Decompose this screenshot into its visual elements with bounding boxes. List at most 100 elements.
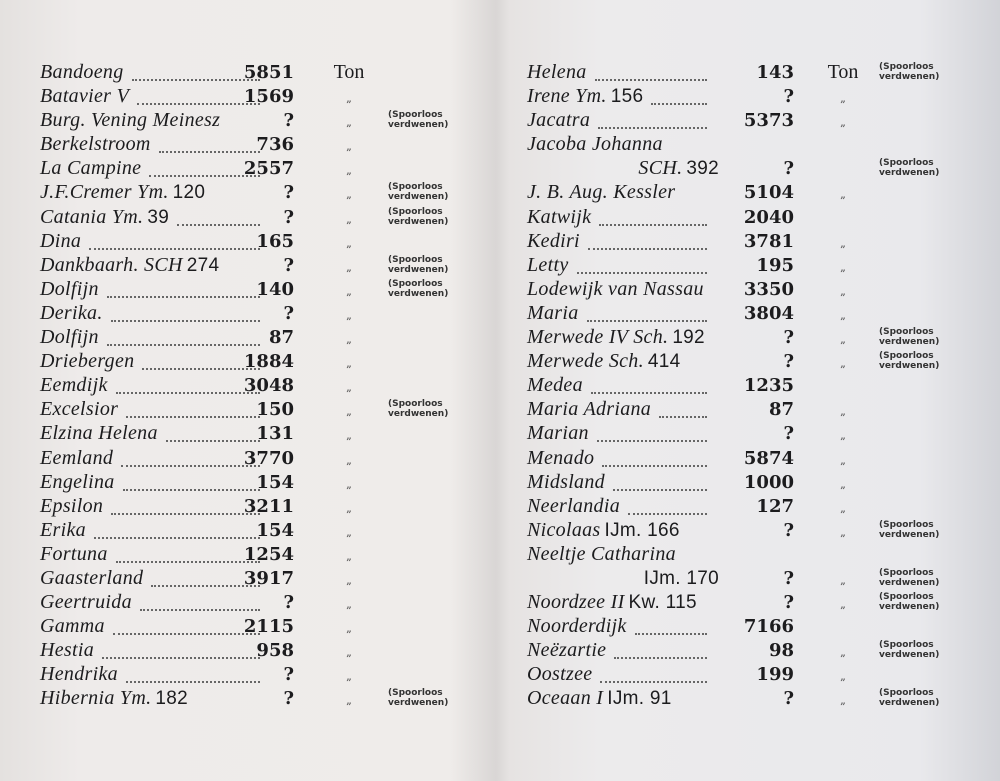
tonnage: ? xyxy=(283,254,294,276)
unit-mark: Ton xyxy=(333,61,365,83)
ship-entry-row: Medea 1235 xyxy=(527,373,967,397)
ship-name: Eemdijk xyxy=(40,373,108,397)
unit-mark: „ xyxy=(840,573,846,587)
unit-mark: „ xyxy=(346,357,352,371)
tonnage: 195 xyxy=(756,254,794,276)
tonnage: 140 xyxy=(256,278,294,300)
tonnage: 87 xyxy=(268,327,294,349)
ship-entry-row: Dolfijn 140 „ (Spoorloos verdwenen) xyxy=(40,277,480,301)
tonnage: 150 xyxy=(256,399,294,421)
ship-name-text: Jacoba Johanna xyxy=(527,133,663,156)
ship-name: Merwede Sch. 414 xyxy=(527,349,681,374)
ship-name-text: Nicolaas xyxy=(527,518,601,541)
status-note: (Spoorloos verdwenen) xyxy=(388,254,449,275)
ship-name-text: Gaasterland xyxy=(40,566,144,589)
ship-entry-row: Midsland 1000 „ xyxy=(527,470,967,494)
ship-entry-row: Eemland 3770 „ xyxy=(40,446,480,470)
ship-name: Jacoba Johanna xyxy=(527,132,663,156)
tonnage: 3917 xyxy=(243,567,294,589)
tonnage: ? xyxy=(783,423,794,445)
ship-name: Oceaan I IJm. 91 xyxy=(527,686,672,711)
ship-name: Letty xyxy=(527,253,569,277)
unit-mark: „ xyxy=(346,646,352,660)
tonnage: 5104 xyxy=(743,182,794,204)
ship-name-text: Letty xyxy=(527,253,569,276)
ship-entry-row-continuation: IJm. 170? „ (Spoorloos verdwenen) xyxy=(527,566,967,590)
ship-entry-row: Fortuna 1254 „ xyxy=(40,542,480,566)
ship-entry-row: Gaasterland 3917 „ xyxy=(40,566,480,590)
dot-leader xyxy=(116,557,260,563)
tonnage: 7166 xyxy=(743,616,794,638)
ship-name: Marian xyxy=(527,421,589,445)
dot-leader xyxy=(89,244,260,250)
unit-mark: „ xyxy=(840,284,846,298)
dot-leader xyxy=(113,629,260,636)
unit-mark: „ xyxy=(840,429,846,443)
ship-name-text: Noorderdijk xyxy=(527,615,627,638)
ship-entry-row: Driebergen 1884 „ xyxy=(40,349,480,373)
dot-leader xyxy=(597,436,707,443)
registration-number: IJm. 166 xyxy=(604,519,680,541)
ship-name: Neerlandia xyxy=(527,494,620,518)
ship-name: Geertruida xyxy=(40,590,132,614)
tonnage: 131 xyxy=(256,423,294,445)
ship-name: Kediri xyxy=(527,229,580,253)
registration-number: 39 xyxy=(147,206,170,228)
status-note: (Spoorloos verdwenen) xyxy=(388,182,449,203)
ship-name: Menado xyxy=(527,446,594,470)
dot-leader xyxy=(116,388,260,395)
ship-name: Burg. Vening Meinesz xyxy=(40,108,220,132)
ship-name-text: Hibernia Ym. xyxy=(40,687,152,710)
dot-leader xyxy=(121,461,260,467)
ship-name-text: Excelsior xyxy=(40,398,119,421)
registration-number: 156 xyxy=(610,86,644,108)
unit-mark: „ xyxy=(346,188,352,202)
unit-mark: „ xyxy=(346,549,352,563)
unit-mark: „ xyxy=(840,236,846,250)
ship-name-text: Katwijk xyxy=(527,205,592,228)
tonnage: 3781 xyxy=(743,230,794,252)
dot-leader xyxy=(140,605,260,612)
ship-entry-row: Bandoeng 5851 Ton xyxy=(40,60,480,84)
ship-name: Catania Ym. 39 xyxy=(40,205,169,230)
ship-name: Driebergen xyxy=(40,349,134,373)
ship-name-text: Fortuna xyxy=(40,542,108,565)
dot-leader xyxy=(628,509,707,515)
ship-entry-row: Burg. Vening Meinesz? „ (Spoorloos verdwen… xyxy=(40,108,480,132)
tonnage: ? xyxy=(283,592,294,614)
ship-name: Midsland xyxy=(527,470,605,494)
unit-mark: „ xyxy=(346,501,352,515)
ship-name: J.F.Cremer Ym. 120 xyxy=(40,180,205,205)
ship-entry-row: Oceaan I IJm. 91? „ (Spoorloos verdwenen) xyxy=(527,686,967,710)
unit-mark: „ xyxy=(346,525,352,539)
tonnage: 165 xyxy=(256,230,294,252)
ship-entry-row: Hestia 958 „ xyxy=(40,638,480,662)
tonnage: 736 xyxy=(256,134,294,156)
unit-mark: „ xyxy=(346,116,352,130)
registration-number: Kw. 115 xyxy=(628,592,697,614)
registration-number: 192 xyxy=(672,327,705,349)
unit-mark: „ xyxy=(346,622,352,636)
ship-entry-row: Gamma 2115 „ xyxy=(40,614,480,638)
tonnage: 1884 xyxy=(243,351,294,373)
ship-registration: IJm. 170 xyxy=(640,566,719,591)
dot-leader xyxy=(177,220,260,226)
ship-name: Lodewijk van Nassau xyxy=(527,277,704,301)
status-note: (Spoorloos verdwenen) xyxy=(388,399,449,420)
ship-name: Dolfijn xyxy=(40,277,99,301)
ship-name: Excelsior xyxy=(40,397,118,421)
unit-mark: „ xyxy=(840,598,846,612)
ship-name: Maria Adriana xyxy=(527,397,651,421)
unit-mark: „ xyxy=(840,646,846,660)
tonnage: 5851 xyxy=(243,62,294,83)
ship-name-text: J. B. Aug. Kessler xyxy=(527,181,676,204)
tonnage: 199 xyxy=(756,664,794,686)
ship-entry-row: Engelina 154 „ xyxy=(40,470,480,494)
right-page-ship-list: Helena 143 Ton (Spoorloos verdwenen) Irene Y… xyxy=(527,60,967,711)
dot-leader xyxy=(588,244,707,250)
ship-name: Nicolaas IJm. 166 xyxy=(527,518,680,543)
ship-name-text: Catania Ym. xyxy=(40,205,144,228)
unit-mark: „ xyxy=(840,501,846,515)
ship-entry-row: Dina 165 „ xyxy=(40,229,480,253)
unit-mark: „ xyxy=(346,92,352,106)
